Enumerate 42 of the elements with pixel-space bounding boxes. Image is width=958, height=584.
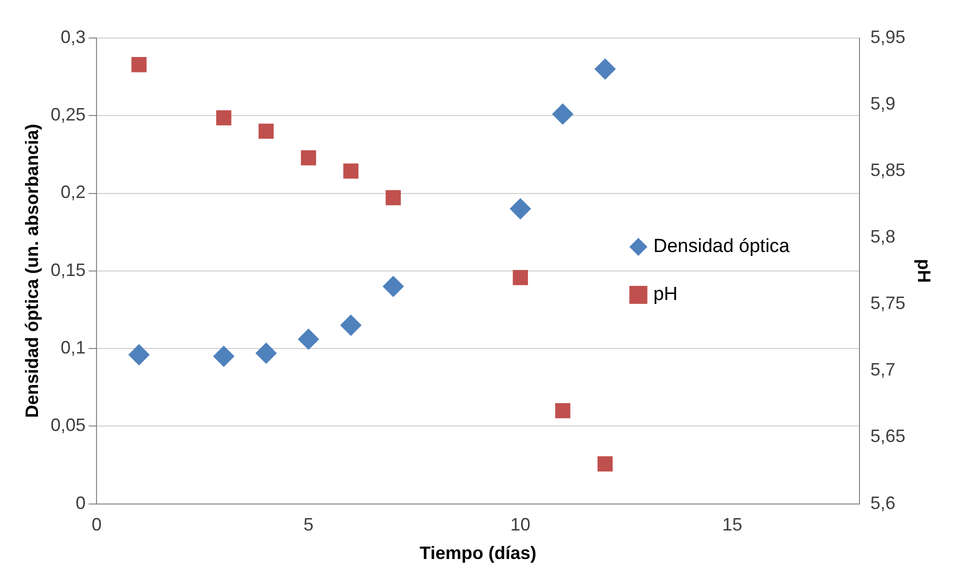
point <box>213 346 234 367</box>
x-axis-title: Tiempo (días) <box>420 543 536 564</box>
x-tick-label: 10 <box>510 514 530 535</box>
y-tick-label: 0,1 <box>60 338 86 358</box>
point <box>128 344 150 366</box>
y-tick-label: 0,15 <box>50 260 86 280</box>
point <box>552 104 574 125</box>
y-tick-label: 0,2 <box>60 182 86 202</box>
point <box>256 342 277 364</box>
legend-label: pH <box>653 284 678 306</box>
point <box>131 57 147 72</box>
point <box>510 198 531 220</box>
y2-tick-label: 5,65 <box>870 426 906 446</box>
point <box>298 328 320 350</box>
point <box>216 110 232 126</box>
y2-tick-label: 5,8 <box>870 226 896 247</box>
y-tick-label: 0,05 <box>50 415 86 436</box>
point <box>340 314 362 336</box>
y2-tick-label: 5,6 <box>870 492 896 513</box>
y2-tick-label: 5,9 <box>870 94 896 114</box>
y-tick-label: 0,25 <box>50 104 86 125</box>
point <box>386 190 401 206</box>
x-tick-label: 15 <box>722 514 742 535</box>
y-tick-label: 0 <box>76 492 86 513</box>
y-axis-title: Densidad óptica (un. absorbancia) <box>22 124 42 418</box>
y2-tick-label: 5,85 <box>870 160 906 180</box>
point <box>598 456 613 472</box>
point <box>512 270 528 286</box>
x-tick-label: 5 <box>303 514 314 535</box>
point <box>343 164 358 179</box>
point <box>258 124 274 139</box>
point <box>382 276 404 297</box>
legend-label: Densidad óptica <box>653 236 790 258</box>
y2-tick-label: 5,95 <box>870 26 906 47</box>
y2-axis-title: pH <box>914 258 934 283</box>
x-tick-label: 0 <box>92 514 102 535</box>
y2-tick-label: 5,7 <box>870 360 896 380</box>
y-tick-label: 0,3 <box>60 26 86 47</box>
point <box>300 150 316 166</box>
point <box>555 403 570 418</box>
point <box>594 58 616 80</box>
y2-tick-label: 5,75 <box>870 293 906 314</box>
